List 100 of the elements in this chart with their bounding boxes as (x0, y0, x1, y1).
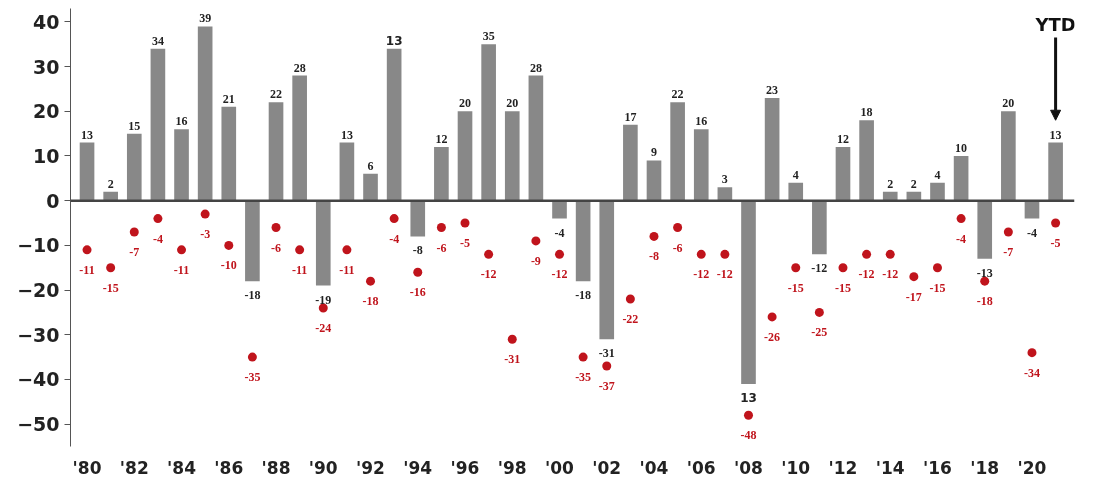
x-tick-label: '84 (167, 457, 197, 478)
data-label: 28 (529, 60, 542, 75)
x-tick-label: '10 (781, 457, 811, 478)
y-tick-label: 30 (33, 55, 60, 78)
data-label: 17 (624, 109, 637, 124)
point (200, 209, 210, 219)
data-label: -4 (1026, 225, 1037, 240)
data-label: -4 (389, 231, 400, 246)
y-tick-label: −50 (17, 413, 60, 436)
bar (221, 106, 237, 201)
x-tick-label: '06 (686, 457, 716, 478)
data-label: -15 (929, 280, 946, 295)
data-label: -17 (905, 289, 922, 304)
data-label: 28 (293, 60, 306, 75)
data-label: -9 (530, 253, 541, 268)
point (153, 214, 163, 224)
y-tick-label: 0 (46, 189, 60, 212)
bar (528, 75, 544, 201)
data-label: -8 (649, 249, 659, 264)
point (980, 276, 990, 286)
point (909, 272, 919, 282)
data-label: -7 (1003, 244, 1014, 259)
x-tick-label: '02 (592, 457, 622, 478)
bar (363, 173, 378, 201)
x-tick-label: '92 (356, 457, 385, 478)
point (295, 245, 305, 255)
data-label: -12 (858, 267, 875, 282)
point (1051, 218, 1061, 228)
point (1003, 227, 1013, 237)
point (460, 218, 470, 228)
point (696, 249, 706, 259)
x-tick-label: '20 (1017, 457, 1047, 478)
point (413, 267, 423, 277)
data-label: 21 (222, 91, 235, 106)
bar (174, 129, 189, 201)
data-label: -12 (693, 267, 710, 282)
bar (268, 102, 284, 201)
bar (457, 111, 473, 201)
bar (977, 200, 993, 259)
point (531, 236, 541, 246)
data-label: 13 (81, 127, 94, 142)
y-tick-label: 20 (33, 100, 60, 123)
data-label: -35 (575, 370, 592, 385)
point (791, 263, 801, 273)
point (436, 223, 446, 232)
bar (693, 129, 709, 201)
data-label: -11 (339, 262, 355, 277)
bar (481, 44, 496, 201)
bar (292, 75, 307, 201)
x-tick-label: '80 (72, 457, 102, 478)
bar (245, 200, 260, 282)
point (885, 249, 895, 259)
data-label: -22 (622, 312, 639, 327)
point (389, 214, 399, 224)
x-tick-label: '00 (545, 457, 575, 478)
point (814, 307, 824, 317)
data-label: 18 (860, 105, 873, 120)
bar (1048, 142, 1063, 201)
annotation: YTD (1034, 13, 1076, 35)
point (720, 249, 730, 259)
bar (599, 200, 615, 340)
data-label: 10 (955, 140, 968, 155)
data-label: -4 (956, 231, 967, 246)
data-label: -8 (412, 243, 423, 258)
data-label: -26 (764, 329, 781, 344)
data-label: 34 (151, 33, 164, 48)
point (932, 263, 942, 273)
data-label: -3 (200, 227, 211, 242)
data-label: -19 (315, 292, 332, 307)
bar (623, 124, 638, 201)
data-label: -18 (244, 288, 261, 303)
x-tick-label: '12 (828, 457, 858, 478)
x-tick-label: '14 (875, 457, 905, 478)
data-label: 23 (766, 82, 779, 97)
data-label: -10 (220, 258, 237, 273)
data-label: -4 (152, 231, 163, 246)
data-label: -24 (315, 320, 332, 335)
data-label: 39 (199, 11, 212, 26)
bar (646, 160, 662, 201)
bar (126, 133, 142, 201)
data-label: 35 (482, 29, 495, 44)
data-label: -11 (291, 262, 308, 277)
data-label: -15 (102, 280, 119, 295)
point (555, 249, 565, 259)
bar (410, 200, 426, 237)
data-label: 13 (340, 127, 353, 142)
point (507, 334, 517, 344)
data-label: -12 (716, 267, 733, 282)
point (271, 223, 281, 232)
data-label: 16 (695, 114, 708, 129)
x-tick-label: '08 (734, 457, 763, 478)
data-label: -7 (129, 244, 140, 259)
data-label: 13 (1049, 127, 1062, 142)
data-label: 4 (792, 167, 799, 182)
data-label: 3 (721, 172, 728, 187)
bar (150, 48, 166, 201)
data-label: -18 (976, 294, 993, 309)
bar (504, 111, 520, 201)
data-label: -12 (551, 267, 568, 282)
x-tick-label: '96 (450, 457, 480, 478)
